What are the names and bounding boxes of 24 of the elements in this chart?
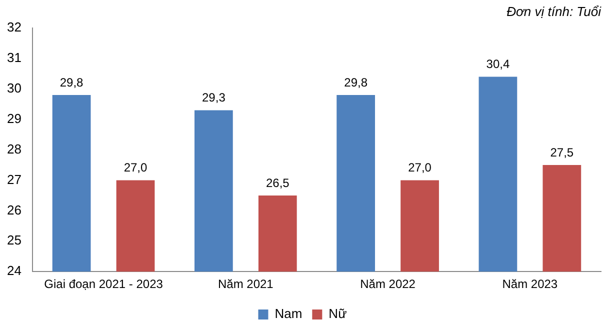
x-tick-label: Năm 2023 <box>502 277 558 292</box>
y-tick-label: 29 <box>6 110 22 126</box>
data-label: 26,5 <box>266 176 290 190</box>
y-tick-label: 26 <box>6 202 22 218</box>
x-tick-label: Giai đoạn 2021 - 2023 <box>44 277 164 292</box>
x-tick-label: Năm 2022 <box>360 277 416 292</box>
text: Đơn vị tính: Tuổi <box>506 4 601 19</box>
data-label: 27,0 <box>408 160 432 175</box>
y-tick-label: 25 <box>6 232 22 248</box>
legend-label: Nữ <box>328 306 348 322</box>
y-tick-label: 32 <box>6 20 22 35</box>
data-label: 29,8 <box>60 75 84 90</box>
data-label: 27,0 <box>124 160 148 175</box>
y-tick-label: 24 <box>6 263 22 278</box>
y-tick-label: 27 <box>6 172 22 187</box>
y-tick-label: 30 <box>6 80 22 96</box>
data-label: 30,4 <box>486 57 510 72</box>
y-tick-label: 28 <box>6 141 22 156</box>
x-tick-label: Năm 2021 <box>218 277 274 292</box>
data-label: 29,8 <box>344 75 368 90</box>
y-tick-label: 31 <box>6 50 22 66</box>
legend-label: Nam <box>274 306 302 322</box>
data-label: 27,5 <box>550 145 574 160</box>
data-label: 29,3 <box>202 90 226 105</box>
